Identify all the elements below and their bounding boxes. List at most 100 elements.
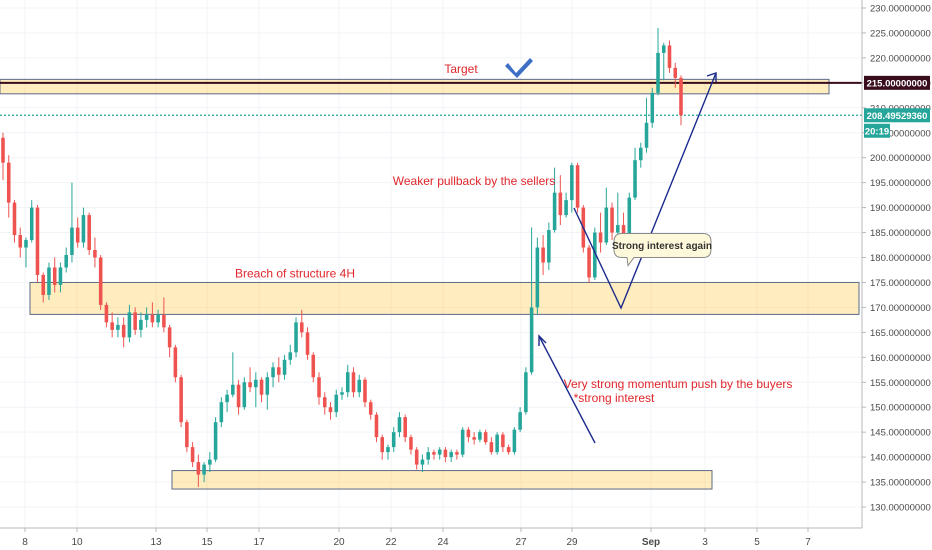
momentum-arrow-head: [538, 334, 547, 346]
candle-body: [75, 227, 80, 243]
x-tick-label: 24: [437, 537, 449, 548]
y-tick-label: 140.00000000: [870, 453, 931, 464]
annotation-text: Target: [444, 62, 478, 76]
candle-body: [311, 354, 316, 378]
candle-body: [282, 359, 287, 375]
candle-body: [564, 200, 568, 216]
candle-body: [638, 147, 643, 161]
candle-body: [616, 225, 620, 233]
candle-body: [506, 447, 511, 453]
candle-body: [259, 379, 264, 395]
candle-body: [18, 235, 23, 248]
candle-body: [144, 314, 149, 320]
candle-body: [518, 412, 522, 430]
candle-body: [460, 429, 465, 455]
y-tick-label: 155.00000000: [870, 378, 931, 389]
candle-body: [248, 382, 252, 388]
candle-body: [29, 207, 34, 241]
candle-body: [529, 307, 534, 373]
candle-body: [236, 384, 241, 408]
candle-body: [167, 327, 172, 348]
candle-body: [139, 319, 143, 330]
candle-body: [98, 257, 103, 305]
candle-body: [512, 429, 517, 453]
annotation-text: *strong interest: [574, 391, 655, 405]
candle-body: [208, 459, 212, 465]
candle-body: [185, 422, 189, 448]
candle-body: [52, 267, 57, 285]
pullback-arrow-line: [573, 72, 717, 310]
candle-body: [552, 192, 557, 231]
candle-body: [610, 207, 614, 233]
candle-body: [432, 452, 436, 455]
x-tick-label: 7: [805, 537, 811, 548]
y-tick-label: 200.00000000: [870, 153, 931, 164]
candle-body: [110, 322, 114, 330]
candle-body: [414, 449, 419, 465]
candle-body: [489, 442, 494, 453]
zone-target: [0, 78, 830, 95]
candle-body: [403, 417, 407, 438]
price-tag: [864, 123, 890, 138]
y-tick-label: 160.00000000: [870, 353, 931, 364]
callout-bubble[interactable]: Strong interest again: [612, 233, 712, 267]
candle-body: [47, 267, 51, 295]
annotation-text: Very strong momentum push by the buyers: [564, 377, 793, 391]
candle-body: [598, 232, 603, 243]
annotations: Target Weaker pullback by the sellers Brea…: [235, 62, 792, 405]
candle-body: [679, 77, 683, 116]
candle-body: [6, 162, 11, 203]
candle-body: [357, 379, 362, 393]
x-tick-label: 27: [515, 537, 527, 548]
y-tick-label: 135.00000000: [870, 478, 931, 489]
x-tick-label: 10: [71, 537, 83, 548]
zone-structure: [29, 281, 860, 315]
candle-body: [483, 432, 488, 443]
callout-text: Strong interest again: [612, 241, 712, 252]
candle-body: [478, 432, 482, 440]
x-tick-label: 29: [566, 537, 578, 548]
candle-body: [242, 382, 247, 408]
candle-body: [173, 347, 178, 378]
candle-body: [93, 250, 97, 258]
candle-body: [644, 122, 649, 148]
candle-body: [621, 225, 626, 241]
candle-body: [317, 377, 321, 398]
y-tick-label: 220.00000000: [870, 53, 931, 64]
y-tick-label: 150.00000000: [870, 403, 931, 414]
callout-bubble-shape: [613, 233, 712, 267]
price-zones: [0, 78, 860, 490]
candle-body: [547, 230, 551, 263]
candle-body: [156, 314, 160, 323]
candle-body: [656, 52, 660, 93]
candle-body: [409, 437, 413, 450]
x-tick-label: 5: [754, 537, 760, 548]
candle-body: [64, 255, 68, 268]
candle-body: [627, 197, 632, 241]
candle-body: [558, 192, 563, 216]
y-tick-label: 180.00000000: [870, 253, 931, 264]
candle-body: [58, 267, 63, 285]
check-mark-icon: [505, 58, 533, 78]
candle-body: [196, 462, 201, 475]
zone-support: [171, 470, 713, 490]
candle-body: [70, 227, 74, 256]
candle-body: [35, 207, 40, 275]
y-tick-label: 185.00000000: [870, 228, 931, 239]
candle-body: [162, 314, 166, 328]
candle-body: [495, 434, 499, 453]
candle-body: [575, 165, 580, 208]
candle-body: [426, 452, 430, 460]
candle-body: [121, 324, 126, 338]
candle-body: [443, 449, 448, 458]
candle-body: [661, 45, 666, 53]
candle-body: [524, 372, 528, 413]
candle-body: [116, 324, 120, 330]
candle-body: [254, 379, 258, 388]
price-tags: 215.00000000 208.49529360 20:19: [864, 75, 930, 138]
price-tag-label: 208.49529360: [867, 111, 928, 122]
candle-body: [24, 240, 28, 248]
candle-body: [1, 137, 5, 163]
candle-series: [1, 27, 683, 488]
